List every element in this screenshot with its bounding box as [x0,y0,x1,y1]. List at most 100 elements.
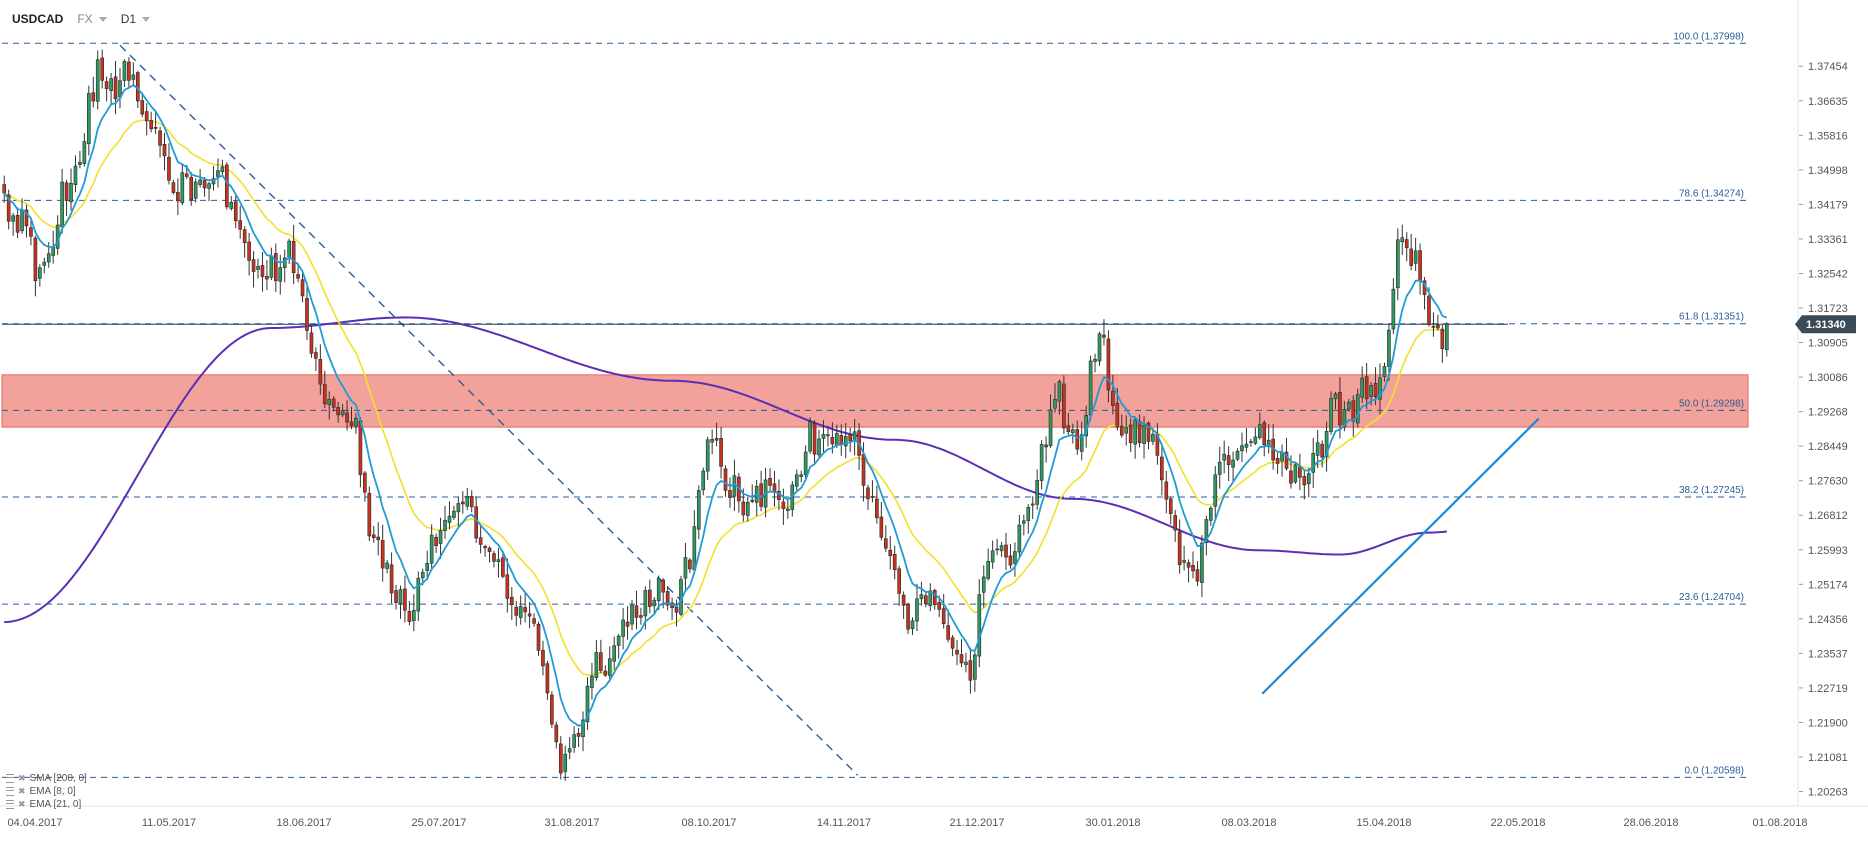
close-icon[interactable]: ✖ [18,773,26,783]
menu-icon[interactable] [6,774,14,783]
trendline [1261,417,1540,695]
candle [630,600,634,631]
candle [1440,324,1445,363]
candle [483,544,487,557]
candle [1164,470,1169,514]
price-tick-label: 1.35816 [1808,130,1848,142]
candle [932,588,937,610]
candle [127,57,131,88]
candle [20,198,24,234]
candle [523,591,527,623]
timeframe-label: D1 [120,12,137,26]
candle [599,639,603,674]
candle [64,179,69,216]
candle [1119,414,1124,438]
price-tick-label: 1.30086 [1808,372,1848,384]
candle [1306,468,1311,498]
fib-level-label: 23.6 (1.24704) [1679,592,1744,603]
candle [1044,436,1048,463]
candle [438,517,443,559]
symbol-label[interactable]: USDCAD [12,12,64,26]
candle [1146,421,1151,450]
ema-21-line [3,119,1447,676]
time-tick-label: 14.11.2017 [817,817,871,829]
price-tick-label: 1.31723 [1808,303,1848,315]
candle [1231,451,1235,483]
time-tick-label: 08.10.2017 [681,817,736,829]
close-icon[interactable]: ✖ [18,799,26,809]
candle [1133,416,1137,459]
candle [728,477,732,508]
candle [1079,421,1084,461]
candle [443,505,447,539]
indicator-item-sma[interactable]: ✖ SMA [200, 0] [6,772,87,785]
time-tick-label: 22.05.2018 [1490,817,1545,829]
candle [1266,424,1271,454]
price-tick-label: 1.25174 [1808,579,1848,591]
candle [1275,452,1280,474]
candle [496,548,501,578]
candle [403,575,407,623]
candle [109,72,113,104]
candle [1320,440,1324,468]
candle [287,238,291,264]
candle [821,420,826,455]
candle [1035,469,1039,510]
candle [1022,514,1026,536]
close-icon[interactable]: ✖ [18,786,26,796]
candle [1364,363,1369,409]
candle [959,639,964,668]
candle [1351,395,1356,437]
price-tick-label: 1.29268 [1808,407,1848,419]
indicator-item-ema8[interactable]: ✖ EMA [8, 0] [6,785,87,798]
candle [924,592,928,608]
time-tick-label: 25.07.2017 [411,817,466,829]
candle [167,143,171,185]
indicator-label: EMA [21, 0] [29,799,82,810]
candle [1396,228,1400,301]
indicator-label: EMA [8, 0] [29,786,76,797]
candle [229,196,234,211]
candle [33,235,38,297]
candle [340,404,345,417]
current-price-label: 1.31340 [1806,319,1846,331]
candle [1102,319,1106,346]
fib-level-label: 61.8 (1.31351) [1679,312,1744,323]
menu-icon[interactable] [6,787,14,796]
candle [532,613,536,627]
candle [590,662,594,700]
candle [412,594,416,632]
menu-icon[interactable] [6,800,14,809]
candle [260,252,265,292]
candle [550,691,554,729]
candle [688,558,692,574]
candle [1177,519,1182,574]
candle [808,417,812,454]
candle [1186,559,1191,583]
candle [385,560,389,574]
candle [603,665,608,677]
price-tick-label: 1.24356 [1808,614,1848,626]
timeframe-selector[interactable]: D1 [120,12,151,26]
candle [576,727,581,748]
chevron-down-icon [98,17,107,23]
candle [122,59,127,87]
candle [113,60,118,115]
candle [1235,448,1240,462]
candle [501,553,505,579]
candle [1333,391,1338,410]
candle [322,370,327,409]
candle [82,133,87,167]
candle [429,524,434,571]
indicator-legend: ✖ SMA [200, 0] ✖ EMA [8, 0] ✖ EMA [21, 0… [6,772,87,811]
candle [11,212,15,236]
candle [363,470,367,502]
indicator-item-ema21[interactable]: ✖ EMA [21, 0] [6,798,87,811]
candle [1030,496,1035,519]
candle [158,126,162,158]
price-tick-label: 1.30905 [1808,338,1848,350]
market-selector[interactable]: FX [77,12,107,26]
candle [176,178,180,216]
